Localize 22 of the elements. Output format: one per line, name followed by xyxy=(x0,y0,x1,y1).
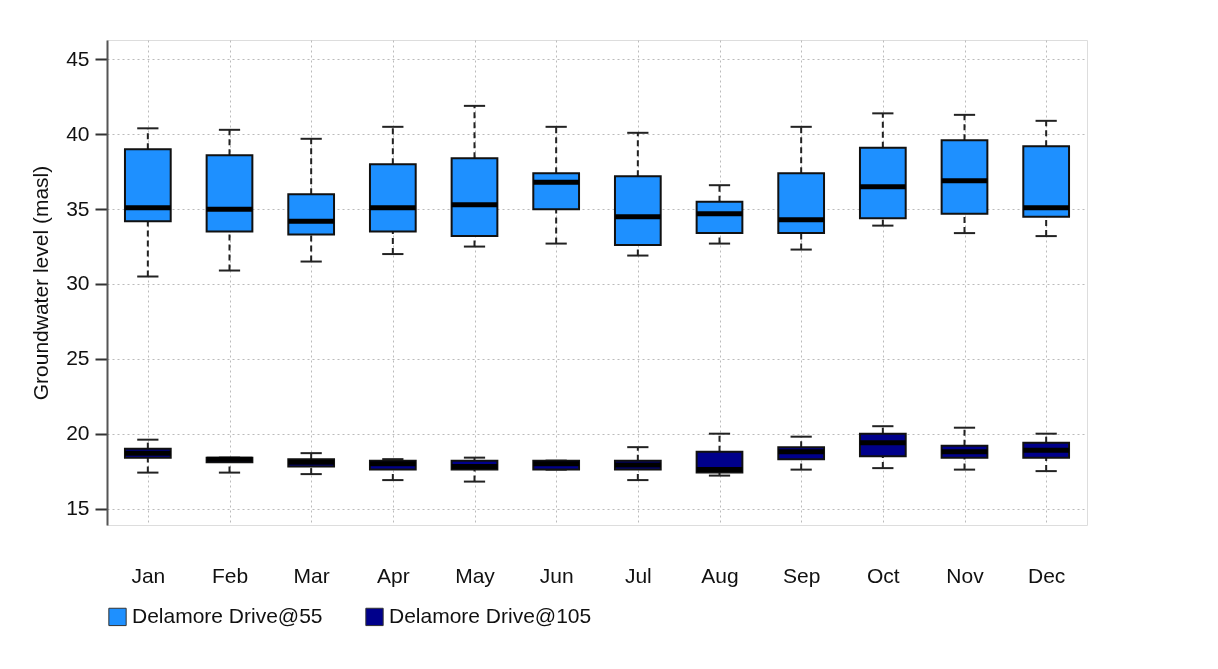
x-tick-label: Sep xyxy=(782,563,821,587)
legend-label: Delamore Drive@105 xyxy=(389,603,592,627)
x-tick-label: Aug xyxy=(701,563,739,587)
y-tick-label: 20 xyxy=(66,421,90,445)
x-tick-label: Oct xyxy=(867,563,900,587)
x-tick-label: May xyxy=(455,563,496,587)
y-tick-label: 35 xyxy=(66,196,90,220)
y-tick-label: 25 xyxy=(66,346,90,370)
y-tick-label: 30 xyxy=(66,271,90,295)
y-tick-label: 15 xyxy=(66,496,90,520)
x-tick-label: Mar xyxy=(293,563,330,587)
x-tick-label: Jul xyxy=(624,563,652,587)
y-tick-label: 40 xyxy=(66,121,90,145)
x-tick-label: Nov xyxy=(946,563,985,587)
legend-label: Delamore Drive@55 xyxy=(132,603,323,627)
y-axis-title: Groundwater level (masl) xyxy=(29,165,53,401)
x-tick-label: Jan xyxy=(131,563,166,587)
x-tick-label: Apr xyxy=(376,563,410,587)
x-tick-label: Dec xyxy=(1027,563,1066,587)
x-tick-label: Jun xyxy=(539,563,574,587)
x-tick-label: Feb xyxy=(211,563,249,587)
y-tick-label: 45 xyxy=(66,46,90,70)
